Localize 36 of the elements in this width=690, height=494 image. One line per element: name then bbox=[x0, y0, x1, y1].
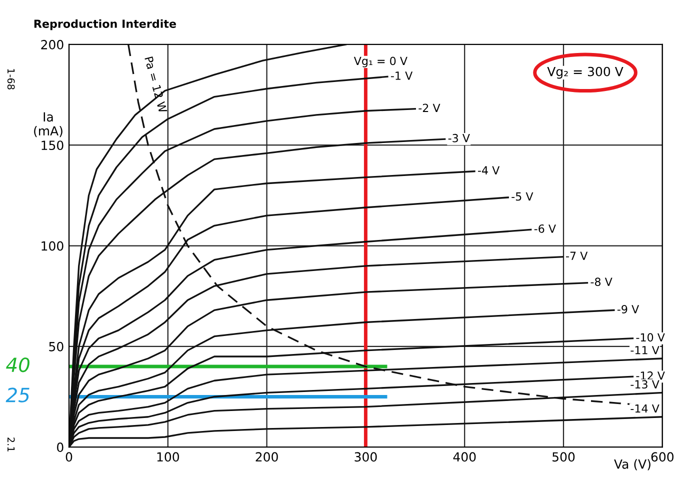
series-label: -13 V bbox=[630, 380, 660, 389]
series-label: Vg₁ = 0 V bbox=[354, 56, 408, 68]
annotation: Pa = 12 W bbox=[144, 56, 168, 114]
chart-title: Reproduction Interdite bbox=[34, 19, 176, 30]
series-label: -2 V bbox=[418, 104, 440, 112]
x-tick-label: 200 bbox=[256, 452, 278, 462]
x-tick-label: 500 bbox=[552, 452, 575, 462]
series-label: -1 V bbox=[390, 72, 413, 80]
series-label: -6 V bbox=[534, 224, 556, 233]
y-tick-label: 50 bbox=[49, 342, 64, 352]
series-label: -8 V bbox=[590, 278, 612, 286]
series-label: -5 V bbox=[512, 192, 534, 201]
series-label: -11 V bbox=[630, 346, 660, 354]
series-label: -12 V bbox=[636, 371, 665, 380]
x-tick-label: 300 bbox=[354, 452, 377, 462]
series-label: -10 V bbox=[636, 333, 665, 342]
annotation: Vg₂ = 300 V bbox=[547, 66, 624, 79]
text: 1-68 bbox=[7, 69, 15, 90]
x-tick-label: 100 bbox=[157, 452, 179, 462]
x-axis-title: Va (V) bbox=[614, 459, 650, 470]
x-tick-label: 400 bbox=[453, 452, 476, 462]
series-label: -7 V bbox=[566, 252, 588, 260]
ref-line-label: 25 bbox=[6, 388, 30, 402]
y-tick-label: 0 bbox=[57, 442, 64, 452]
y-axis-title: Ia (mA) bbox=[34, 112, 62, 138]
x-tick-label: 0 bbox=[66, 452, 72, 462]
y-tick-label: 150 bbox=[42, 140, 64, 150]
text: 2.1 bbox=[8, 438, 15, 452]
x-tick-label: 600 bbox=[651, 452, 674, 462]
y-tick-label: 100 bbox=[42, 241, 64, 251]
ref-line-label: 40 bbox=[6, 357, 30, 372]
series-label: -9 V bbox=[617, 305, 640, 314]
y-tick-label: 200 bbox=[41, 40, 64, 50]
series-label: -4 V bbox=[478, 166, 500, 174]
series-label: -14 V bbox=[630, 404, 660, 413]
series-label: -3 V bbox=[448, 134, 470, 142]
